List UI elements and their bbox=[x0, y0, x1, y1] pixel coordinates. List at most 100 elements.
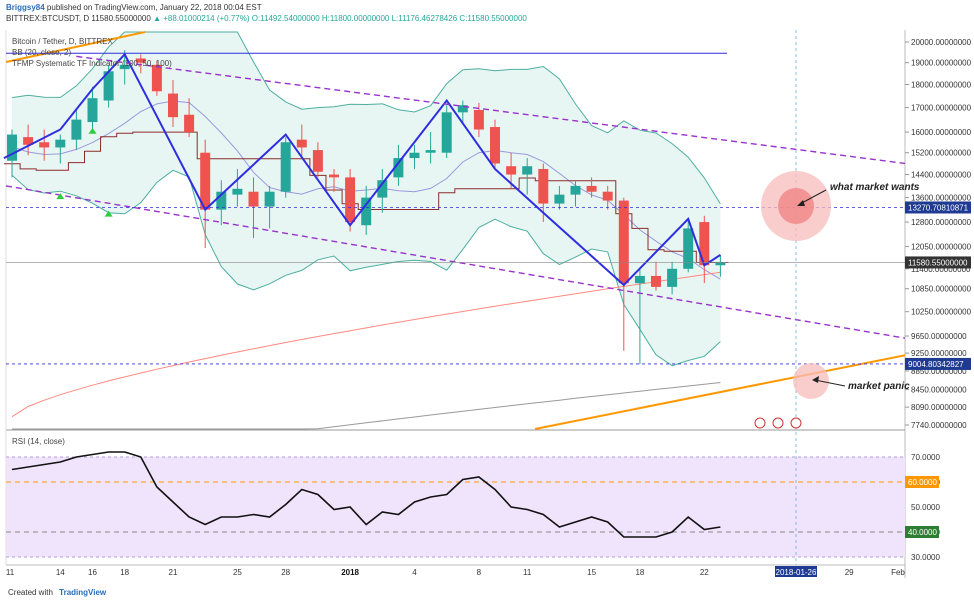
candle-body[interactable] bbox=[441, 112, 452, 153]
candle-body[interactable] bbox=[683, 228, 694, 269]
candle[interactable] bbox=[71, 109, 82, 151]
candle[interactable] bbox=[87, 86, 98, 130]
candle-body[interactable] bbox=[457, 105, 468, 113]
trend-line-rising[interactable] bbox=[534, 354, 906, 430]
rsi-axis[interactable]: 70.000060.000050.000040.000030.000060.00… bbox=[905, 453, 940, 562]
candle[interactable] bbox=[184, 98, 195, 138]
candle[interactable] bbox=[168, 80, 178, 128]
zigzag-line[interactable] bbox=[3, 52, 721, 287]
candle[interactable] bbox=[490, 119, 500, 169]
price-axis[interactable]: 20000.00000000 19000.00000000 18000.000000… bbox=[905, 38, 972, 430]
candle-body[interactable] bbox=[506, 166, 517, 175]
candle-body[interactable] bbox=[425, 150, 436, 153]
candle-body[interactable] bbox=[248, 191, 259, 207]
candle-body[interactable] bbox=[699, 222, 710, 266]
candle[interactable] bbox=[570, 180, 581, 207]
candle-body[interactable] bbox=[280, 142, 291, 192]
candle[interactable] bbox=[683, 218, 694, 273]
candle-body[interactable] bbox=[184, 114, 195, 133]
annotation-wants[interactable]: what market wants bbox=[761, 171, 920, 241]
candle-body[interactable] bbox=[151, 64, 162, 92]
candle[interactable] bbox=[393, 144, 404, 186]
trend-line-top[interactable] bbox=[5, 31, 146, 63]
candle[interactable] bbox=[651, 261, 661, 291]
candle-body[interactable] bbox=[393, 158, 404, 178]
candle[interactable] bbox=[361, 185, 372, 235]
tradingview-logo[interactable]: TradingView bbox=[59, 588, 107, 597]
time-axis[interactable]: 11 14 16 18 21 25 28 2018 4 8 11 15 18 22 2018-01-26 29… bbox=[6, 566, 906, 577]
flag-icon[interactable] bbox=[790, 417, 802, 429]
candle[interactable] bbox=[522, 158, 533, 195]
flag-icon[interactable] bbox=[754, 417, 766, 429]
candle-body[interactable] bbox=[490, 127, 500, 164]
event-flags[interactable] bbox=[754, 417, 802, 429]
candle-body[interactable] bbox=[87, 98, 98, 123]
candle-body[interactable] bbox=[168, 93, 178, 118]
candle[interactable] bbox=[39, 129, 50, 161]
candle-body[interactable] bbox=[264, 191, 275, 207]
candle[interactable] bbox=[345, 168, 356, 232]
candle-body[interactable] bbox=[602, 191, 613, 201]
candle[interactable] bbox=[425, 132, 436, 164]
candle[interactable] bbox=[329, 168, 339, 192]
candle-body[interactable] bbox=[200, 152, 211, 210]
candle-body[interactable] bbox=[23, 137, 34, 145]
candle[interactable] bbox=[634, 268, 645, 365]
candle-body[interactable] bbox=[7, 134, 17, 161]
candle-body[interactable] bbox=[345, 177, 356, 223]
candle-body[interactable] bbox=[329, 174, 339, 178]
rsi-line[interactable] bbox=[11, 451, 721, 538]
candle-body[interactable] bbox=[667, 268, 678, 287]
candle[interactable] bbox=[409, 144, 420, 169]
candle-body[interactable] bbox=[55, 139, 66, 148]
candle-body[interactable] bbox=[71, 119, 82, 140]
candle-body[interactable] bbox=[570, 185, 581, 195]
flag-icon[interactable] bbox=[772, 417, 784, 429]
candle[interactable] bbox=[232, 168, 243, 207]
candle-body[interactable] bbox=[618, 200, 629, 284]
candle[interactable] bbox=[280, 137, 291, 198]
candle[interactable] bbox=[586, 177, 597, 198]
candle-body[interactable] bbox=[135, 58, 146, 63]
candle[interactable] bbox=[554, 185, 565, 210]
annotation-panic[interactable]: market panic bbox=[793, 363, 910, 399]
candle[interactable] bbox=[715, 254, 726, 277]
candle-body[interactable] bbox=[473, 109, 484, 130]
candle[interactable] bbox=[264, 185, 275, 229]
candle-body[interactable] bbox=[586, 185, 597, 192]
candle[interactable] bbox=[23, 124, 34, 156]
candle[interactable] bbox=[55, 134, 66, 164]
candle-body[interactable] bbox=[296, 139, 307, 148]
candle-body[interactable] bbox=[554, 194, 565, 204]
candle[interactable] bbox=[457, 100, 468, 125]
candle[interactable] bbox=[377, 168, 388, 213]
candle[interactable] bbox=[216, 180, 227, 226]
candle[interactable] bbox=[602, 185, 613, 210]
drawing-tools[interactable] bbox=[3, 30, 906, 565]
candle-body[interactable] bbox=[538, 168, 549, 204]
candle-body[interactable] bbox=[216, 191, 227, 210]
candlestick-series[interactable] bbox=[7, 50, 726, 365]
candle[interactable] bbox=[312, 142, 323, 178]
candle[interactable] bbox=[667, 261, 678, 295]
candle[interactable] bbox=[441, 105, 452, 159]
candle[interactable] bbox=[699, 215, 710, 284]
candle-body[interactable] bbox=[39, 142, 50, 148]
channel-lower-line[interactable] bbox=[5, 185, 906, 339]
candle-body[interactable] bbox=[715, 262, 726, 266]
candle-body[interactable] bbox=[361, 197, 372, 226]
candle-body[interactable] bbox=[377, 180, 388, 198]
candle-body[interactable] bbox=[312, 150, 323, 172]
candle-body[interactable] bbox=[522, 166, 533, 175]
candle-body[interactable] bbox=[409, 152, 420, 159]
candle[interactable] bbox=[135, 54, 146, 74]
candle[interactable] bbox=[200, 139, 211, 249]
candle[interactable] bbox=[296, 124, 307, 159]
candle-body[interactable] bbox=[634, 275, 645, 284]
candle-body[interactable] bbox=[232, 188, 243, 195]
candle-body[interactable] bbox=[103, 71, 114, 101]
candle-body[interactable] bbox=[651, 275, 661, 287]
candle-body[interactable] bbox=[119, 64, 130, 70]
author-name[interactable]: Briggsy84 bbox=[6, 3, 45, 12]
